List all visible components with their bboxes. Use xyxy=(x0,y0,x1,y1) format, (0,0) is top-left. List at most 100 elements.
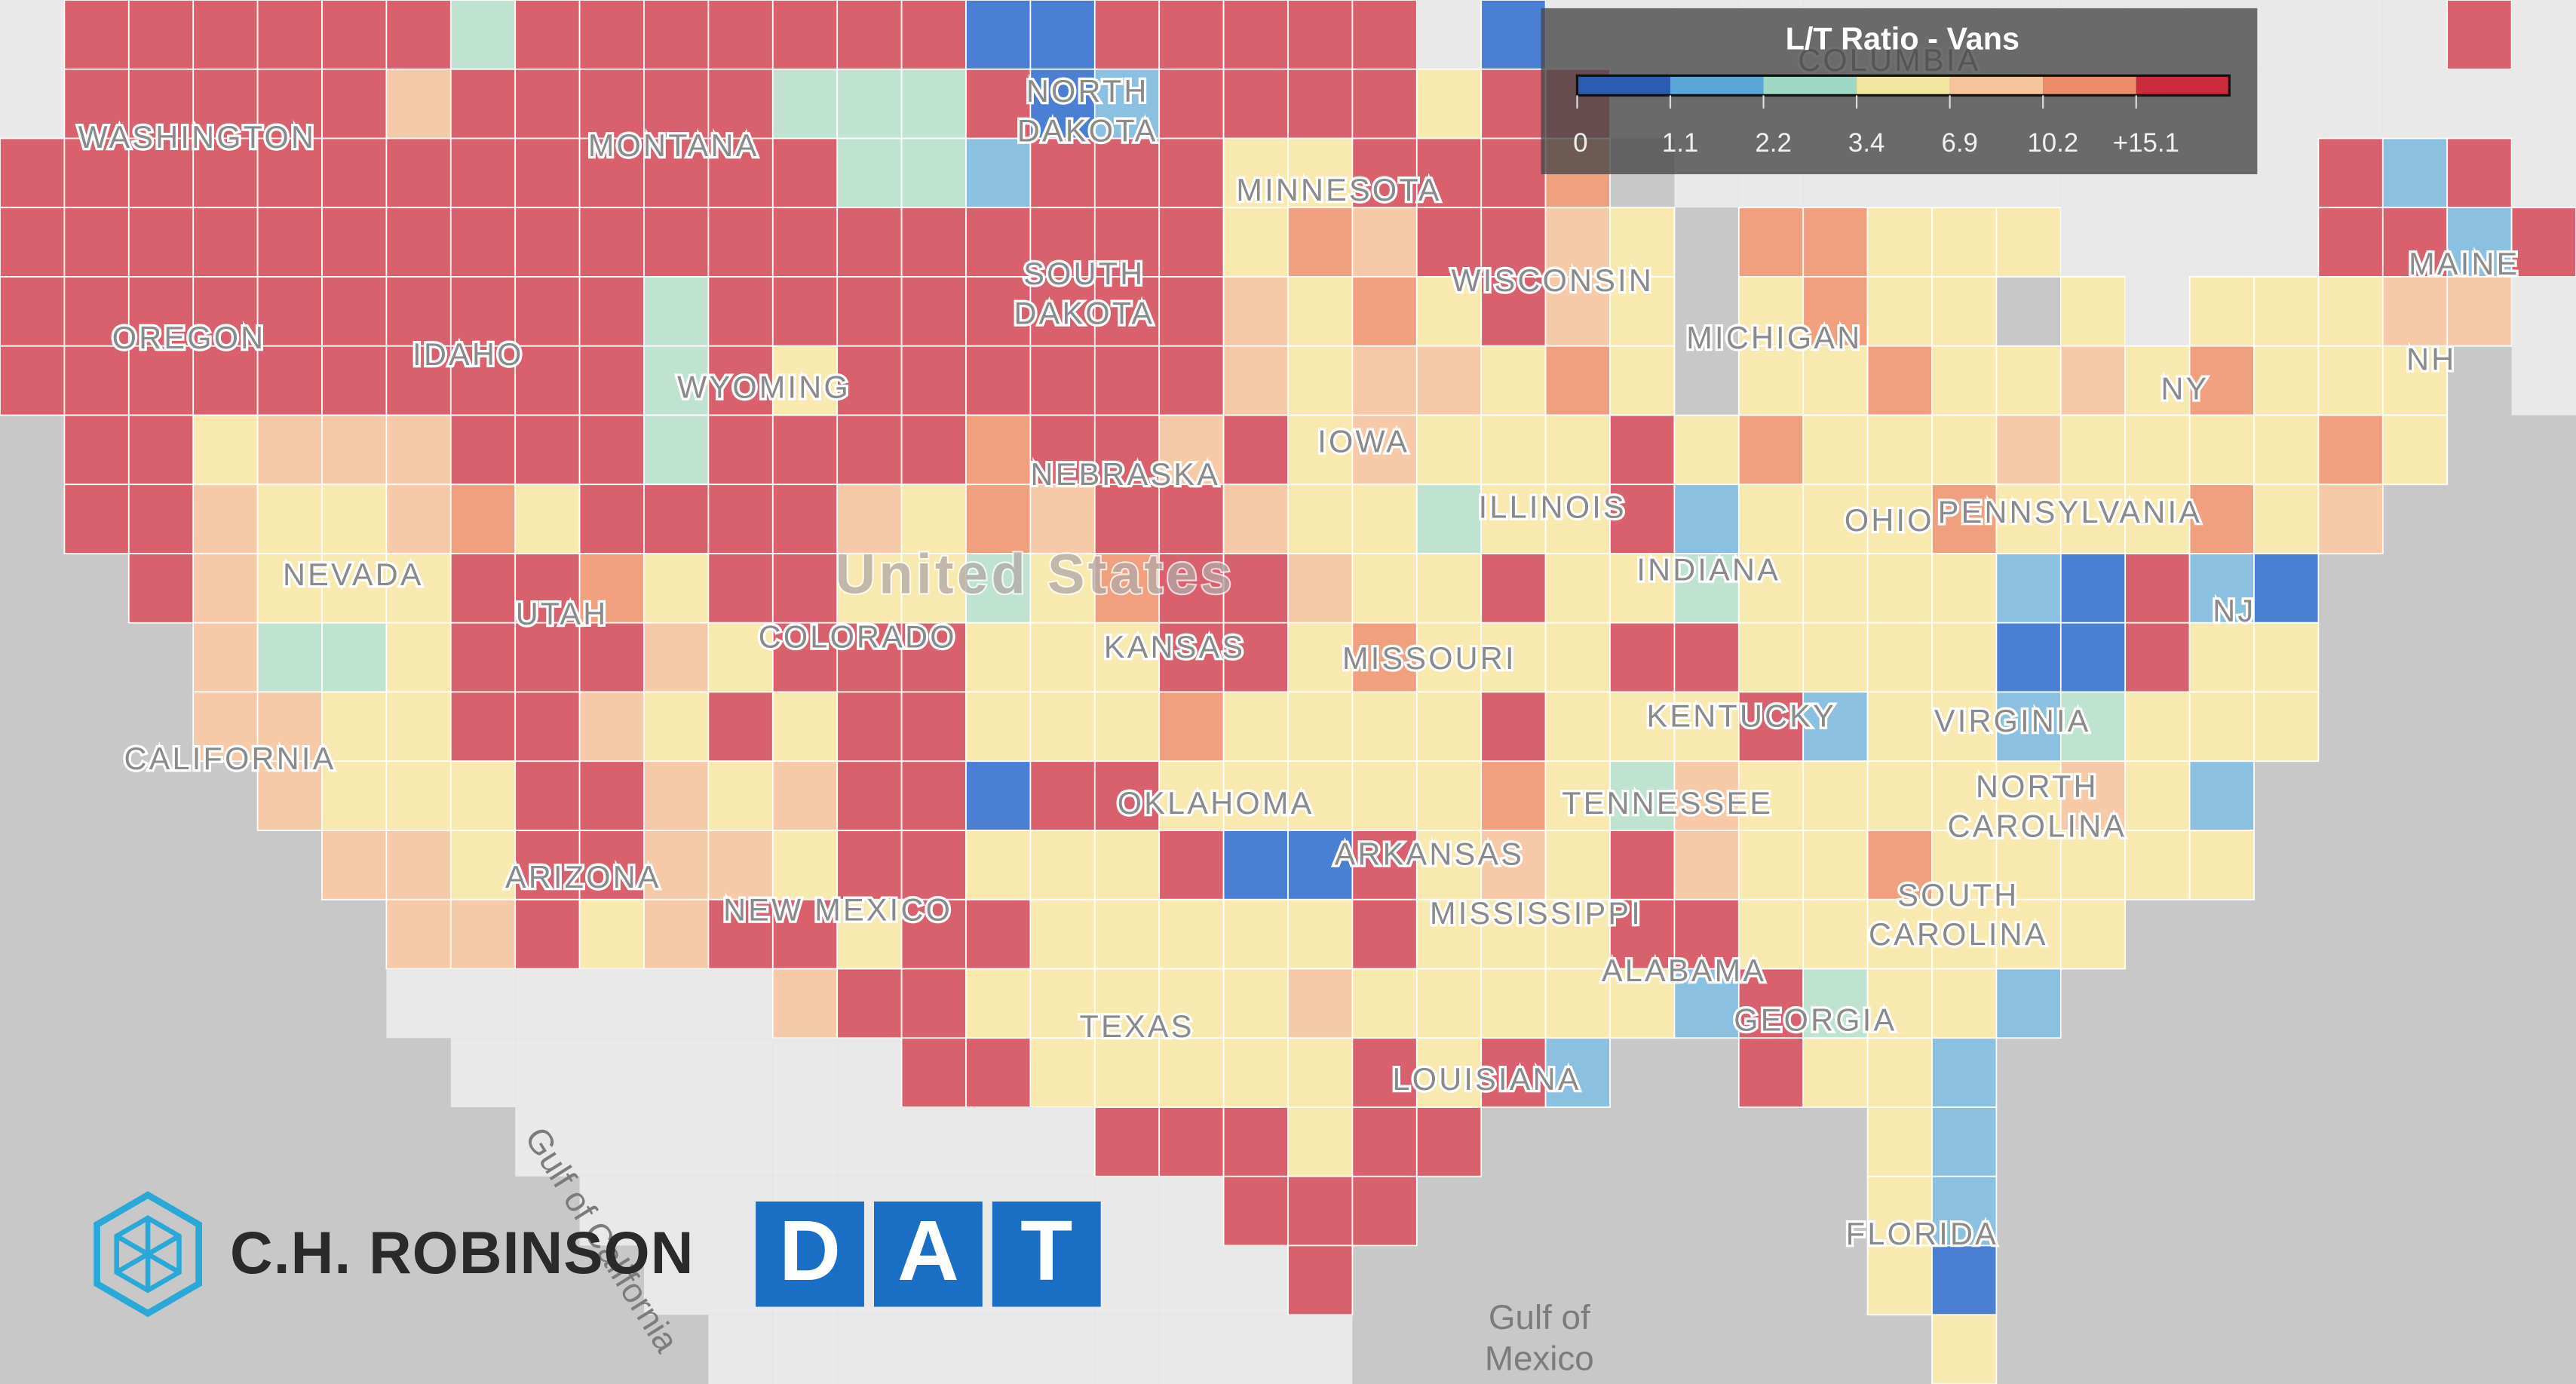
freight-region xyxy=(900,553,967,624)
region-label: ALABAMA xyxy=(1602,953,1766,988)
freight-region xyxy=(1093,760,1161,831)
freight-region xyxy=(1287,691,1354,763)
freight-region xyxy=(1415,621,1483,693)
freight-region xyxy=(127,345,195,416)
freight-region xyxy=(1222,760,1289,831)
freight-region xyxy=(1287,414,1354,486)
neighbor-land xyxy=(579,1107,644,1177)
freight-region xyxy=(1415,137,1483,209)
freight-region xyxy=(0,207,66,278)
freight-region xyxy=(1093,483,1161,554)
freight-region xyxy=(1802,483,1869,554)
freight-region xyxy=(836,345,903,416)
freight-region xyxy=(321,68,388,140)
freight-region xyxy=(385,68,452,140)
freight-region xyxy=(578,345,645,416)
water-label: Mexico xyxy=(1485,1340,1594,1378)
freight-region xyxy=(514,760,581,831)
freight-region xyxy=(1351,0,1418,70)
freight-region xyxy=(1222,414,1289,486)
region-label: NEVADA xyxy=(283,557,424,592)
neighbor-land xyxy=(837,1107,902,1177)
freight-region xyxy=(321,553,388,624)
freight-region xyxy=(1931,414,1998,486)
legend-tick-label: 2.2 xyxy=(1755,128,1791,158)
freight-region xyxy=(1029,0,1096,70)
freight-region xyxy=(1351,553,1418,624)
freight-region xyxy=(836,830,903,901)
freight-region xyxy=(1866,1037,1933,1108)
freight-region xyxy=(2317,345,2384,416)
freight-region xyxy=(643,414,710,486)
freight-region xyxy=(1158,0,1225,70)
freight-region xyxy=(900,760,967,831)
neighbor-land xyxy=(2511,277,2576,346)
freight-region xyxy=(1931,1175,1998,1247)
freight-region xyxy=(1866,1175,1933,1247)
freight-region xyxy=(2188,276,2255,347)
freight-region xyxy=(514,137,581,209)
freight-region xyxy=(965,0,1032,70)
freight-region xyxy=(1480,760,1547,831)
neighbor-land xyxy=(644,1245,709,1315)
neighbor-land xyxy=(901,1315,966,1384)
freight-region xyxy=(1093,0,1161,70)
freight-region xyxy=(1351,691,1418,763)
freight-region xyxy=(1029,691,1096,763)
freight-region xyxy=(1415,68,1483,140)
freight-region xyxy=(1866,276,1933,347)
freight-region xyxy=(1029,483,1096,554)
legend-tick-label: +15.1 xyxy=(2113,128,2179,158)
freight-region xyxy=(1673,414,1740,486)
freight-region xyxy=(1673,621,1740,693)
freight-region xyxy=(1802,553,1869,624)
freight-region xyxy=(965,968,1032,1039)
freight-region xyxy=(1544,276,1611,347)
neighbor-land xyxy=(837,1315,902,1384)
freight-region xyxy=(1737,621,1805,693)
freight-region xyxy=(2124,553,2191,624)
freight-region xyxy=(1029,760,1096,831)
freight-region xyxy=(1287,1037,1354,1108)
freight-region xyxy=(1351,345,1418,416)
neighbor-land xyxy=(1223,1245,1288,1315)
freight-region xyxy=(771,207,839,278)
freight-region xyxy=(1673,968,1740,1039)
freight-region xyxy=(1480,968,1547,1039)
freight-region xyxy=(836,898,903,970)
region-label: WASHINGTON xyxy=(78,120,316,155)
freight-region xyxy=(1480,621,1547,693)
freight-region xyxy=(1544,830,1611,901)
freight-region xyxy=(1480,830,1547,901)
freight-region xyxy=(771,760,839,831)
robinson-logo-text: C.H. ROBINSON xyxy=(230,1220,694,1286)
freight-region xyxy=(771,345,839,416)
freight-region xyxy=(449,345,517,416)
neighbor-land xyxy=(837,1038,902,1107)
freight-region xyxy=(900,1037,967,1108)
label-layer: WASHINGTON MONTANA NORTH DAKOTA MINNESOTA SOU… xyxy=(75,40,2519,1378)
freight-region xyxy=(256,276,323,347)
region-label: DAKOTA xyxy=(1014,296,1155,330)
freight-region xyxy=(771,968,839,1039)
freight-region xyxy=(1480,207,1547,278)
freight-region xyxy=(385,898,452,970)
freight-region xyxy=(514,830,581,901)
neighbor-land xyxy=(1223,1315,1288,1384)
freight-region xyxy=(1995,760,2062,831)
freight-region xyxy=(256,621,323,693)
freight-region xyxy=(1351,207,1418,278)
freight-region xyxy=(771,276,839,347)
freight-region xyxy=(2188,483,2255,554)
freight-region xyxy=(1544,760,1611,831)
freight-region xyxy=(1093,553,1161,624)
freight-region xyxy=(192,137,259,209)
freight-region xyxy=(1029,137,1096,209)
legend-tick-label: 0 xyxy=(1573,128,1587,158)
freight-region xyxy=(1222,0,1289,70)
freight-region xyxy=(1995,968,2062,1039)
freight-region xyxy=(900,137,967,209)
freight-region xyxy=(192,621,259,693)
